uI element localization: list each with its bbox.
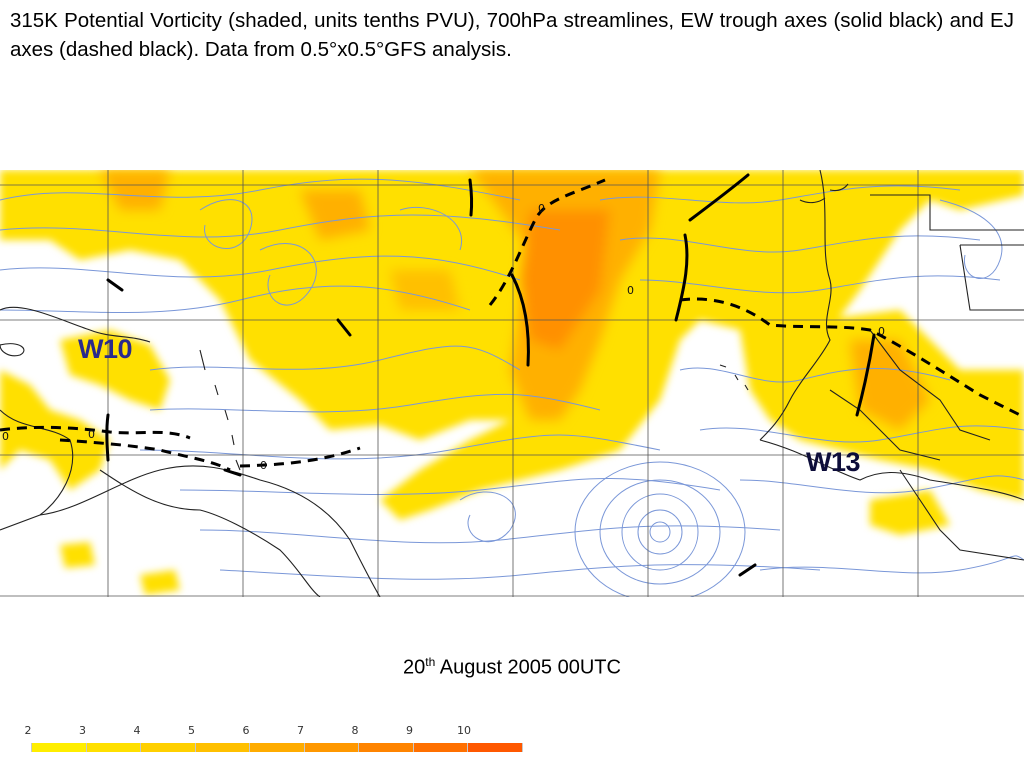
pv-high-shading — [100, 170, 930, 430]
legend-tick-label: 9 — [406, 724, 413, 737]
date-suffix: th — [425, 655, 436, 669]
legend-bar — [0, 743, 523, 752]
contour-label: 0 — [538, 202, 545, 215]
contour-label: 0 — [878, 325, 885, 338]
legend-tick-label: 10 — [457, 724, 471, 737]
streamlines — [0, 178, 1024, 597]
trough-axes — [105, 173, 876, 577]
coastlines — [0, 170, 1024, 597]
legend-color-swatch — [0, 743, 32, 752]
wave-label-w13: W13 — [806, 447, 861, 477]
legend-color-swatch — [468, 743, 523, 752]
contour-labels: 0 0 0 0 0 0 — [2, 202, 885, 472]
legend-color-swatch — [86, 743, 141, 752]
contour-label: 0 — [2, 430, 9, 443]
color-legend: 2 3 4 5 6 7 8 9 10 — [0, 724, 540, 764]
date-rest: August 2005 00UTC — [435, 656, 621, 679]
legend-color-swatch — [359, 743, 414, 752]
legend-tick-label: 8 — [351, 724, 359, 737]
legend-tick-label: 4 — [133, 724, 141, 737]
lat-lon-grid — [0, 170, 1024, 597]
legend-color-swatch — [250, 743, 305, 752]
date-day: 20 — [403, 656, 426, 679]
wave-label-w10: W10 — [78, 334, 133, 364]
contour-label: 0 — [260, 459, 267, 472]
legend-tick-label: 7 — [297, 724, 304, 737]
pv-streamline-map: 0 0 0 0 0 0 W10 W13 — [0, 170, 1024, 597]
legend-color-swatch — [413, 743, 468, 752]
jet-axes — [0, 178, 1021, 472]
legend-tick-label: 3 — [79, 724, 86, 737]
contour-label: 0 — [627, 284, 634, 297]
figure-caption: 315K Potential Vorticity (shaded, units … — [10, 9, 1014, 61]
legend-tick-label: 5 — [188, 724, 195, 737]
analysis-date: 20th August 2005 00UTC — [0, 655, 1024, 680]
map-canvas: 0 0 0 0 0 0 — [0, 170, 1024, 597]
legend-color-swatch — [304, 743, 359, 752]
legend-tick-label: 2 — [24, 724, 32, 737]
legend-tick-label: 6 — [242, 724, 250, 737]
contour-label: 0 — [88, 428, 95, 441]
legend-color-swatch — [195, 743, 250, 752]
legend-color-swatch — [141, 743, 196, 752]
legend-color-swatch — [32, 743, 87, 752]
